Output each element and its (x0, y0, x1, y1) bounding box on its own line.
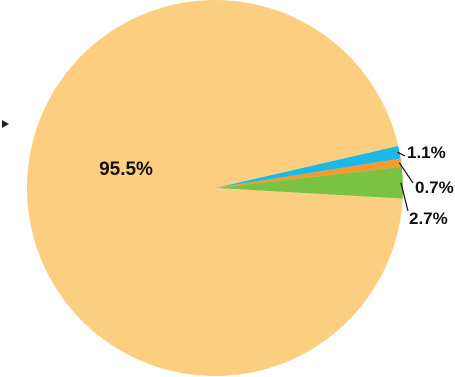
leader-line-2 (398, 162, 414, 184)
labels-layer: 95.5% 1.1% 0.7% 2.7% (99, 143, 454, 228)
leader-line-3 (400, 182, 409, 212)
slice-label-small-1: 1.1% (407, 143, 446, 162)
slices-layer (26, 0, 403, 377)
slice-small-3 (215, 166, 403, 199)
leader-line-1 (397, 151, 406, 157)
leader-lines-layer (2, 120, 414, 212)
slice-small-1 (215, 145, 401, 188)
slice-label-small-2: 0.7% (415, 178, 454, 197)
slice-label-small-3: 2.7% (409, 209, 448, 228)
slice-main (26, 0, 403, 377)
slice-label-main: 95.5% (99, 159, 153, 180)
slice-small-2 (215, 158, 402, 188)
arrow-marker-icon (2, 120, 9, 128)
